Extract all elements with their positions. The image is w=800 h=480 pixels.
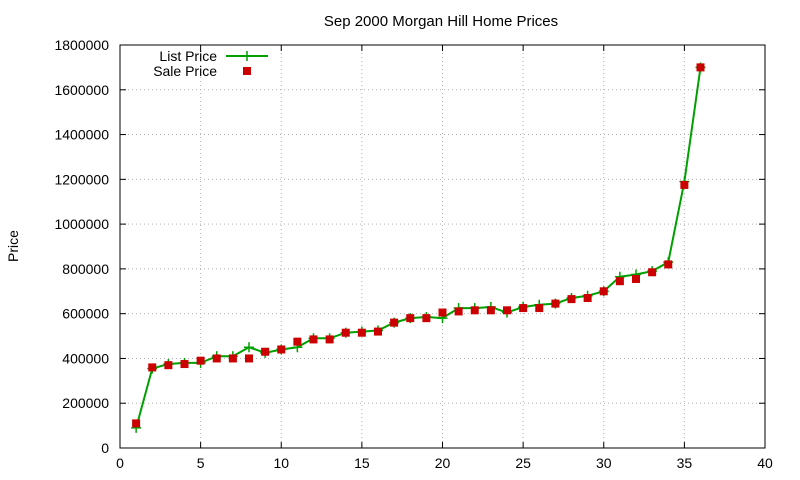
- point-sale-price: [454, 307, 463, 316]
- point-sale-price: [535, 304, 544, 313]
- legend-sample-sale-price: [243, 67, 251, 75]
- point-sale-price: [245, 354, 253, 363]
- y-tick-label: 1800000: [54, 37, 109, 53]
- point-sale-price: [261, 347, 270, 356]
- x-tick-label: 35: [677, 455, 693, 471]
- point-sale-price: [567, 295, 576, 304]
- y-tick-label: 0: [101, 440, 109, 456]
- legend-label-list-price: List Price: [159, 48, 217, 64]
- y-tick-label: 1000000: [54, 216, 109, 232]
- y-tick-label: 1600000: [54, 82, 109, 98]
- y-tick-label: 800000: [62, 261, 109, 277]
- point-sale-price: [341, 328, 350, 337]
- point-sale-price: [357, 328, 366, 337]
- point-sale-price: [148, 363, 157, 372]
- point-sale-price: [325, 335, 334, 344]
- point-sale-price: [615, 277, 624, 286]
- chart-title: Sep 2000 Morgan Hill Home Prices: [324, 13, 558, 30]
- point-sale-price: [132, 419, 141, 428]
- point-sale-price: [277, 345, 286, 354]
- y-tick-label: 400000: [62, 350, 109, 366]
- point-sale-price: [438, 308, 447, 317]
- point-sale-price: [196, 356, 205, 365]
- y-axis-label: Price: [5, 230, 21, 262]
- point-sale-price: [390, 318, 399, 327]
- point-sale-price: [696, 63, 705, 72]
- point-sale-price: [551, 299, 560, 308]
- point-sale-price: [470, 306, 479, 315]
- y-tick-label: 200000: [62, 395, 109, 411]
- x-tick-label: 25: [515, 455, 531, 471]
- point-sale-price: [664, 260, 673, 269]
- point-sale-price: [503, 306, 511, 315]
- legend-sample-list-price: [226, 51, 268, 61]
- series-layer: [131, 62, 706, 433]
- x-tick-label: 15: [354, 455, 370, 471]
- point-sale-price: [632, 274, 640, 283]
- point-sale-price: [228, 354, 237, 363]
- y-tick-label: 1400000: [54, 127, 109, 143]
- y-axis: 0 200000 400000 600000 800000 1000000 1200000 1…: [54, 37, 765, 456]
- y-tick-label: 1200000: [54, 171, 109, 187]
- legend-marker-list-price: [242, 51, 252, 61]
- x-axis: 0 5 10 15 20 25 30 35 40: [116, 45, 773, 471]
- x-tick-label: 30: [596, 455, 612, 471]
- point-sale-price: [486, 306, 495, 315]
- x-tick-label: 40: [757, 455, 773, 471]
- legend: List Price Sale Price: [153, 48, 268, 79]
- point-sale-price: [309, 335, 318, 344]
- point-list-price: [244, 342, 254, 353]
- point-sale-price: [212, 354, 221, 363]
- point-sale-price: [293, 337, 302, 346]
- grid: [120, 45, 765, 448]
- point-sale-price: [599, 287, 608, 296]
- point-sale-price: [680, 180, 689, 189]
- x-tick-label: 20: [435, 455, 451, 471]
- point-sale-price: [374, 327, 382, 336]
- point-sale-price: [648, 268, 657, 277]
- x-tick-label: 5: [197, 455, 205, 471]
- point-sale-price: [519, 304, 528, 313]
- x-tick-label: 0: [116, 455, 124, 471]
- point-sale-price: [164, 361, 173, 370]
- point-sale-price: [406, 314, 415, 323]
- y-tick-label: 600000: [62, 306, 109, 322]
- point-sale-price: [583, 293, 592, 302]
- series-line-list-price: [135, 67, 702, 429]
- x-tick-label: 10: [273, 455, 289, 471]
- legend-label-sale-price: Sale Price: [153, 63, 217, 79]
- legend-marker-sale-price: [243, 67, 251, 75]
- point-sale-price: [180, 360, 189, 369]
- point-sale-price: [422, 314, 431, 323]
